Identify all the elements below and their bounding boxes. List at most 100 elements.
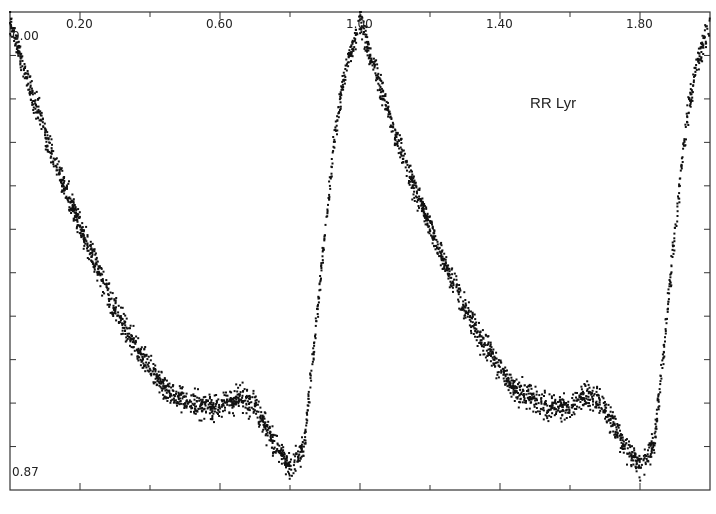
data-point [213,407,216,410]
data-point [541,393,544,396]
data-point [649,453,652,456]
data-point [522,393,525,396]
data-point [199,398,202,401]
data-point [701,41,704,44]
data-point [689,103,692,105]
data-point [628,444,631,447]
data-point [695,68,698,71]
data-point [420,207,423,210]
data-point [218,410,221,413]
data-point [537,402,540,405]
data-point [692,79,695,82]
data-point [22,75,25,78]
data-point [136,357,139,360]
data-point [298,445,301,448]
data-point [222,402,225,405]
data-point [580,398,583,400]
data-point [22,69,25,72]
data-point [63,192,66,195]
data-point [125,339,128,342]
data-point [609,406,612,409]
data-point [370,57,373,60]
data-point [572,411,575,414]
data-point [640,457,643,460]
data-point [316,307,318,310]
data-point [210,399,213,401]
data-point [13,36,16,39]
data-point [365,40,368,43]
data-point [541,408,544,411]
data-point [458,287,461,290]
data-point [621,447,624,450]
data-point [211,410,214,413]
data-point [615,426,618,429]
data-point [494,356,497,359]
data-point [643,448,646,451]
data-point [222,410,224,413]
data-point [575,396,577,399]
data-point [538,410,541,413]
data-point [340,94,343,97]
data-point [91,253,94,256]
data-point [334,128,337,131]
data-point [548,393,551,396]
data-point [478,321,480,324]
data-point [339,101,342,104]
data-point [103,292,106,295]
data-point [525,400,527,402]
data-point [158,376,161,379]
data-point [628,455,631,458]
data-point [213,410,216,413]
data-point [613,415,616,418]
data-point [490,348,493,351]
data-point [138,349,141,352]
data-point [510,385,512,388]
data-point [347,52,350,54]
data-point [703,37,706,40]
data-point [283,462,286,465]
data-point [304,430,307,433]
data-point [78,211,81,214]
data-point [702,46,705,49]
data-point [179,400,182,402]
data-point [603,410,606,413]
data-point [345,58,348,61]
data-point [44,134,46,137]
data-point [360,28,363,31]
data-point [184,402,187,405]
data-point [284,473,287,476]
data-point [700,51,703,53]
data-point [351,39,354,42]
data-point [230,404,233,407]
data-point [220,399,223,402]
data-point [232,412,234,415]
data-point [552,402,555,405]
data-point [123,320,126,323]
data-point [143,364,146,367]
data-point [412,184,415,187]
data-point [265,433,268,435]
data-point [282,446,285,449]
data-point [77,208,80,211]
data-point [297,450,299,453]
data-point [398,134,401,137]
data-point [166,400,169,402]
data-point [321,246,324,249]
data-point [318,282,321,285]
data-point [596,387,598,390]
data-point [633,456,636,459]
data-point [665,322,668,325]
data-point [609,410,612,413]
data-point [516,396,519,399]
data-point [402,161,405,164]
data-point [106,289,109,292]
data-point [598,396,600,399]
data-point [699,47,702,50]
data-point [585,395,588,398]
data-point [596,404,599,406]
data-point [242,401,244,404]
data-point [61,185,63,187]
data-point [37,111,40,114]
data-point [334,126,337,129]
data-point [328,184,331,187]
